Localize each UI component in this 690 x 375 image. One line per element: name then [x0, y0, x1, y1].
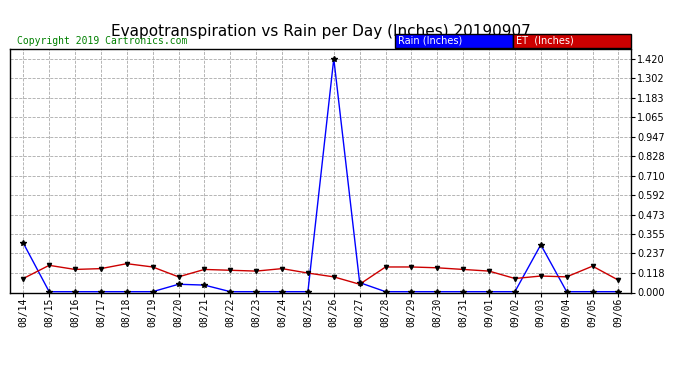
Text: ET  (Inches): ET (Inches) [516, 36, 574, 46]
Text: Rain (Inches): Rain (Inches) [399, 36, 463, 46]
Text: Evapotranspiration vs Rain per Day (Inches) 20190907: Evapotranspiration vs Rain per Day (Inch… [111, 24, 531, 39]
FancyBboxPatch shape [513, 34, 631, 48]
Text: Copyright 2019 Cartronics.com: Copyright 2019 Cartronics.com [17, 36, 187, 46]
FancyBboxPatch shape [395, 34, 513, 48]
